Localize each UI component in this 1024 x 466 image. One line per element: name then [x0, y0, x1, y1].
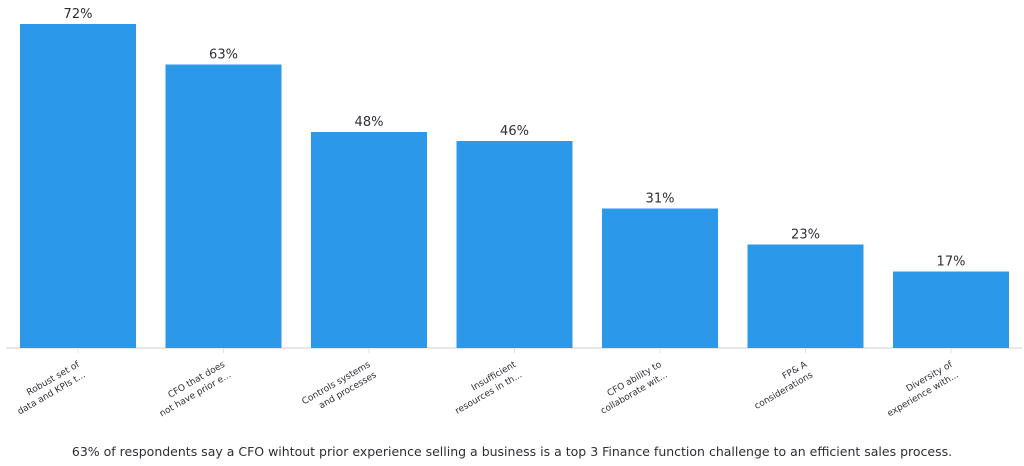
- tick-marks-layer: [77, 348, 952, 353]
- bar-5: [602, 208, 718, 348]
- chart-caption: 63% of respondents say a CFO wihtout pri…: [71, 444, 953, 459]
- bar-2: [165, 64, 282, 348]
- value-label-6: 23%: [791, 228, 820, 243]
- category-label-1: Robust set ofdata and KPIs t...: [10, 360, 88, 418]
- category-label-4: Insufficientresources in th...: [448, 360, 525, 417]
- value-label-2: 63%: [209, 48, 238, 63]
- bar-7: [893, 271, 1009, 348]
- value-label-5: 31%: [646, 192, 675, 207]
- category-label-7: Diversity ofexperience with...: [880, 360, 961, 420]
- value-label-3: 48%: [355, 115, 384, 130]
- bar-1: [20, 24, 136, 348]
- category-label-2: CFO that doesnot have prior e...: [152, 360, 233, 420]
- value-label-1: 72%: [64, 7, 93, 22]
- bar-3: [311, 132, 427, 348]
- value-label-7: 17%: [937, 255, 966, 270]
- category-labels-layer: Robust set ofdata and KPIs t... CFO that …: [10, 360, 961, 420]
- bars-layer: [20, 24, 1009, 348]
- value-labels-layer: 72% 63% 48% 46% 31% 23% 17%: [64, 7, 966, 270]
- value-label-4: 46%: [500, 124, 529, 139]
- category-label-6: FP& Aconsiderations: [747, 360, 816, 412]
- category-label-5: CFO ability tocollaborate wit...: [593, 360, 670, 417]
- category-label-3: Controls systemsand processes: [301, 360, 379, 418]
- bar-4: [456, 141, 573, 348]
- bar-6: [747, 244, 864, 348]
